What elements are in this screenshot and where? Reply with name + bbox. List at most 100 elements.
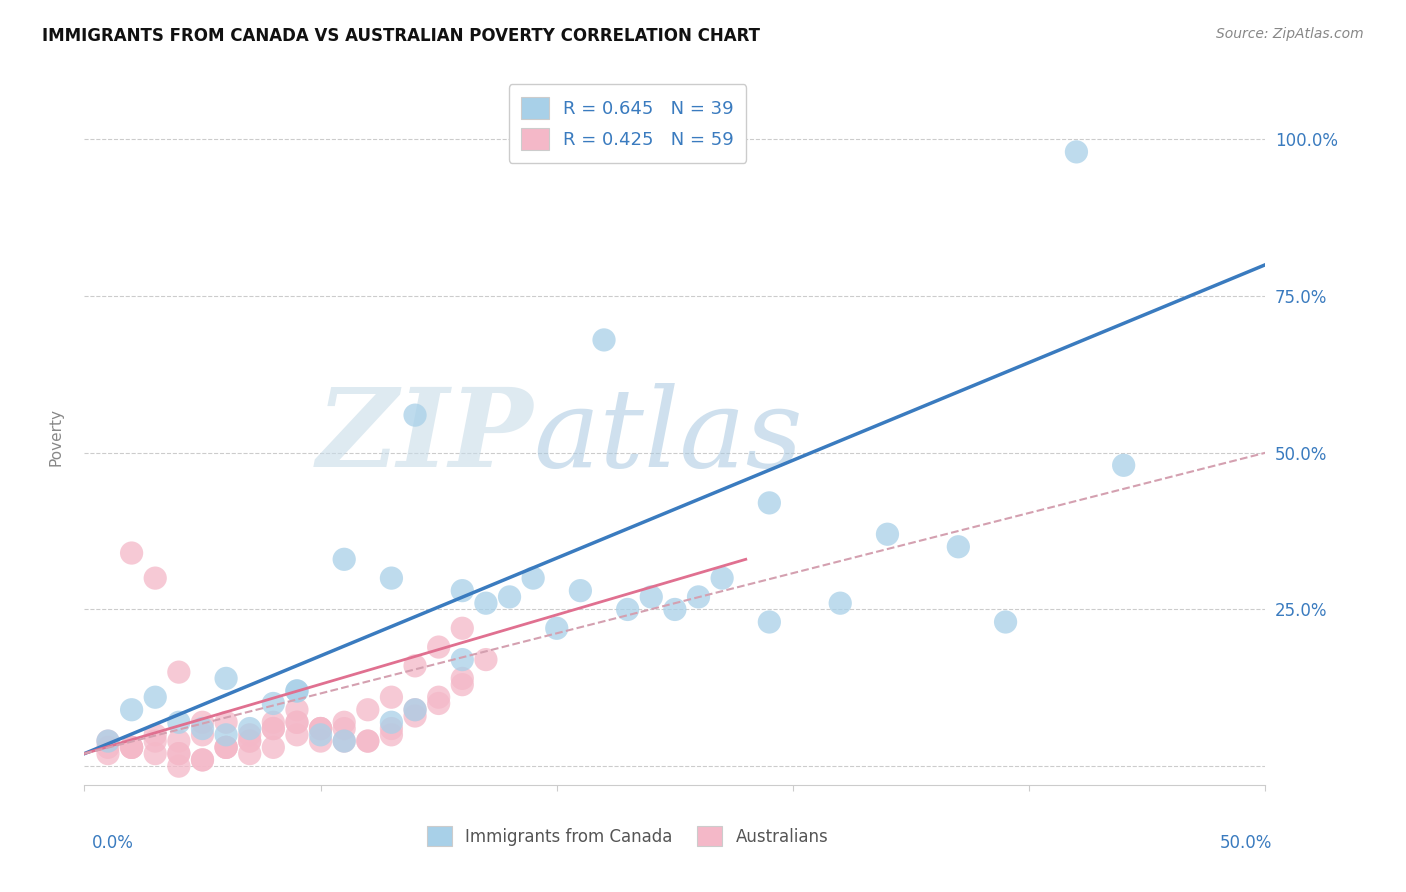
Point	[262, 722, 284, 736]
Point	[333, 734, 356, 748]
Point	[285, 703, 308, 717]
Point	[215, 740, 238, 755]
Point	[404, 658, 426, 673]
Point	[262, 715, 284, 730]
Point	[215, 672, 238, 686]
Point	[262, 697, 284, 711]
Point	[451, 583, 474, 598]
Point	[191, 722, 214, 736]
Point	[121, 740, 143, 755]
Point	[285, 728, 308, 742]
Point	[239, 728, 262, 742]
Point	[309, 722, 332, 736]
Point	[191, 753, 214, 767]
Point	[404, 709, 426, 723]
Point	[830, 596, 852, 610]
Point	[167, 665, 190, 680]
Point	[404, 703, 426, 717]
Point	[215, 728, 238, 742]
Point	[167, 759, 190, 773]
Point	[143, 690, 166, 705]
Point	[357, 734, 380, 748]
Point	[333, 715, 356, 730]
Point	[427, 640, 450, 654]
Point	[239, 747, 262, 761]
Point	[640, 590, 662, 604]
Point	[167, 734, 190, 748]
Point	[475, 596, 498, 610]
Point	[309, 728, 332, 742]
Point	[357, 734, 380, 748]
Point	[994, 615, 1017, 629]
Point	[380, 728, 402, 742]
Point	[522, 571, 544, 585]
Point	[167, 747, 190, 761]
Point	[143, 728, 166, 742]
Point	[121, 703, 143, 717]
Point	[215, 715, 238, 730]
Point	[262, 722, 284, 736]
Point	[404, 408, 426, 422]
Point	[569, 583, 592, 598]
Point	[143, 571, 166, 585]
Point	[427, 690, 450, 705]
Point	[309, 734, 332, 748]
Y-axis label: Poverty: Poverty	[49, 408, 63, 467]
Point	[285, 715, 308, 730]
Point	[215, 740, 238, 755]
Point	[688, 590, 710, 604]
Text: atlas: atlas	[533, 384, 803, 491]
Text: 0.0%: 0.0%	[91, 834, 134, 852]
Point	[1112, 458, 1135, 473]
Text: ZIP: ZIP	[316, 384, 533, 491]
Point	[121, 740, 143, 755]
Point	[239, 722, 262, 736]
Point	[475, 652, 498, 666]
Point	[239, 734, 262, 748]
Point	[262, 740, 284, 755]
Point	[1066, 145, 1088, 159]
Point	[97, 740, 120, 755]
Point	[309, 722, 332, 736]
Point	[498, 590, 520, 604]
Point	[357, 703, 380, 717]
Point	[451, 672, 474, 686]
Point	[239, 734, 262, 748]
Point	[948, 540, 970, 554]
Point	[143, 747, 166, 761]
Point	[333, 722, 356, 736]
Point	[285, 715, 308, 730]
Legend: Immigrants from Canada, Australians: Immigrants from Canada, Australians	[420, 820, 835, 853]
Point	[215, 740, 238, 755]
Point	[380, 722, 402, 736]
Point	[333, 552, 356, 566]
Point	[451, 652, 474, 666]
Text: 50.0%: 50.0%	[1220, 834, 1272, 852]
Point	[758, 615, 780, 629]
Point	[143, 734, 166, 748]
Point	[309, 722, 332, 736]
Point	[191, 753, 214, 767]
Point	[285, 684, 308, 698]
Point	[333, 734, 356, 748]
Text: Source: ZipAtlas.com: Source: ZipAtlas.com	[1216, 27, 1364, 41]
Point	[380, 715, 402, 730]
Point	[380, 690, 402, 705]
Point	[167, 715, 190, 730]
Point	[380, 571, 402, 585]
Point	[593, 333, 616, 347]
Point	[97, 747, 120, 761]
Point	[191, 728, 214, 742]
Point	[404, 703, 426, 717]
Point	[758, 496, 780, 510]
Point	[711, 571, 734, 585]
Text: IMMIGRANTS FROM CANADA VS AUSTRALIAN POVERTY CORRELATION CHART: IMMIGRANTS FROM CANADA VS AUSTRALIAN POV…	[42, 27, 761, 45]
Point	[97, 734, 120, 748]
Point	[191, 715, 214, 730]
Point	[285, 684, 308, 698]
Point	[546, 621, 568, 635]
Point	[167, 747, 190, 761]
Point	[451, 678, 474, 692]
Point	[664, 602, 686, 616]
Point	[121, 740, 143, 755]
